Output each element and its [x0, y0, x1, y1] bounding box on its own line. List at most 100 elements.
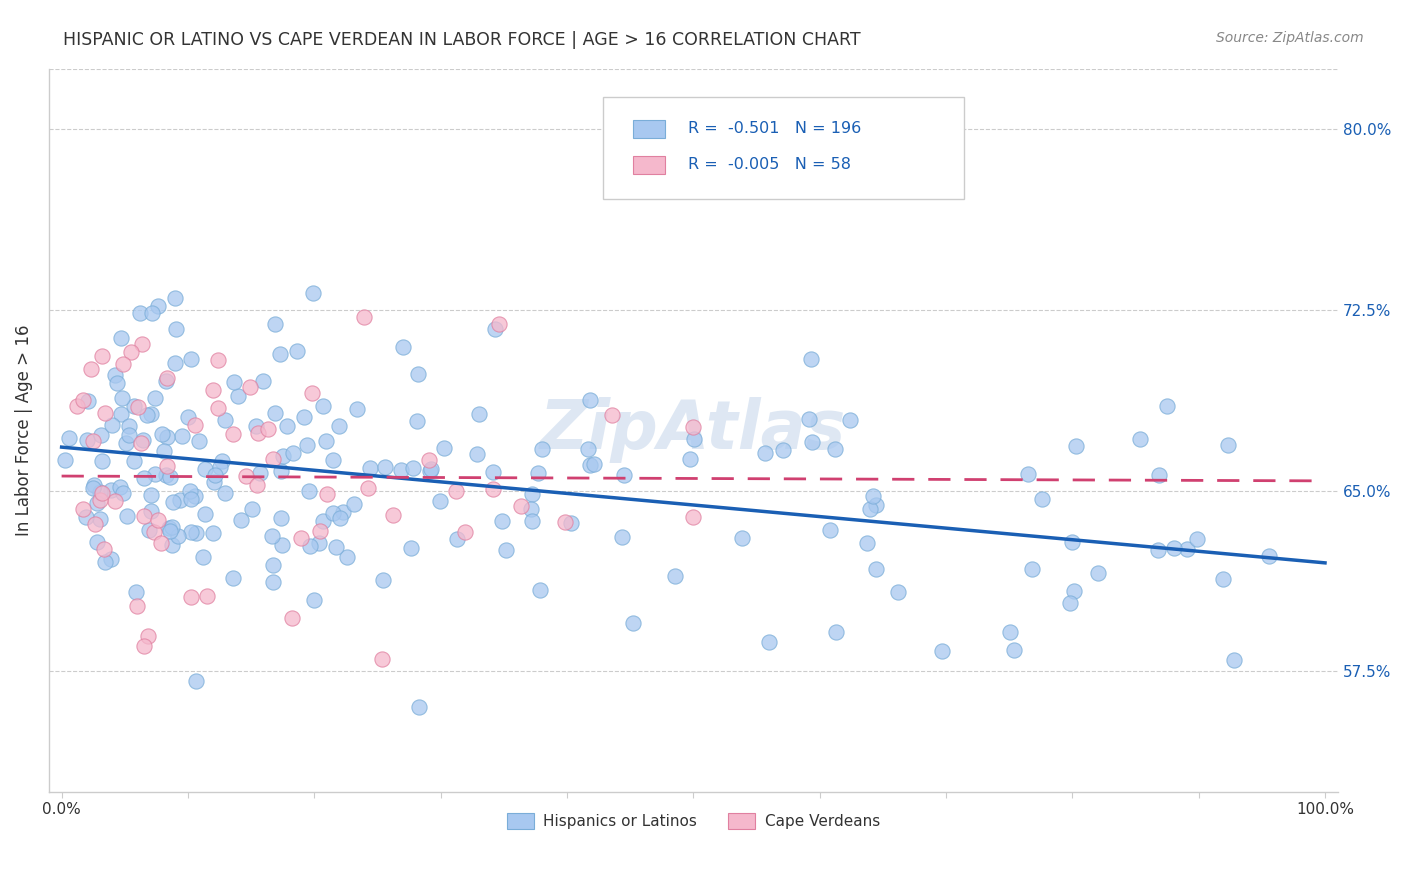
Point: [391, 340, 413, 354]
Point: [308, 524, 330, 538]
Point: [262, 451, 284, 466]
Point: [183, 489, 205, 503]
Point: [132, 433, 155, 447]
Point: [281, 446, 304, 460]
Point: [245, 418, 267, 433]
Point: [731, 531, 754, 545]
Point: [328, 419, 350, 434]
Point: [797, 412, 820, 426]
Point: [118, 428, 141, 442]
Point: [468, 407, 491, 421]
Point: [180, 590, 202, 604]
Point: [162, 495, 184, 509]
Point: [370, 651, 392, 665]
Point: [1147, 468, 1170, 483]
Point: [101, 417, 124, 432]
Point: [389, 462, 412, 476]
Point: [125, 599, 148, 613]
Point: [429, 493, 451, 508]
Point: [290, 531, 312, 545]
Point: [1059, 596, 1081, 610]
Point: [240, 501, 263, 516]
Point: [1017, 467, 1039, 482]
Point: [77, 393, 100, 408]
Point: [246, 478, 269, 492]
Text: ZipAtlas: ZipAtlas: [540, 397, 846, 463]
Point: [454, 525, 477, 540]
Point: [1031, 491, 1053, 506]
Point: [72, 392, 94, 407]
Point: [399, 541, 422, 555]
Point: [211, 453, 233, 467]
Point: [90, 428, 112, 442]
Point: [53, 453, 76, 467]
Point: [138, 523, 160, 537]
Point: [229, 513, 252, 527]
Point: [446, 532, 468, 546]
Point: [270, 510, 292, 524]
Point: [301, 385, 323, 400]
Point: [129, 436, 152, 450]
Point: [89, 484, 111, 499]
Point: [118, 418, 141, 433]
Point: [193, 549, 215, 564]
Point: [141, 306, 163, 320]
Text: R =  -0.501   N = 196: R = -0.501 N = 196: [688, 121, 862, 136]
Point: [772, 442, 794, 457]
Point: [610, 530, 633, 544]
Point: [292, 410, 315, 425]
Point: [114, 436, 136, 450]
Point: [1258, 549, 1281, 563]
Point: [488, 318, 510, 332]
Point: [94, 555, 117, 569]
Point: [484, 321, 506, 335]
Point: [312, 515, 335, 529]
Point: [359, 461, 381, 475]
Point: [132, 471, 155, 485]
Point: [252, 375, 274, 389]
Point: [82, 434, 104, 449]
Point: [84, 517, 107, 532]
Point: [529, 582, 551, 597]
Point: [172, 429, 194, 443]
Point: [146, 513, 169, 527]
Point: [408, 367, 430, 381]
Point: [865, 499, 887, 513]
Point: [141, 488, 163, 502]
Point: [1002, 643, 1025, 657]
Point: [269, 347, 291, 361]
FancyBboxPatch shape: [633, 156, 665, 174]
Point: [256, 422, 278, 436]
Text: HISPANIC OR LATINO VS CAPE VERDEAN IN LABOR FORCE | AGE > 16 CORRELATION CHART: HISPANIC OR LATINO VS CAPE VERDEAN IN LA…: [63, 31, 860, 49]
Point: [93, 541, 115, 556]
Point: [520, 487, 543, 501]
Point: [1212, 573, 1234, 587]
Point: [356, 481, 378, 495]
Point: [127, 401, 149, 415]
Point: [758, 635, 780, 649]
Point: [353, 310, 375, 325]
Point: [304, 593, 326, 607]
Point: [405, 414, 427, 428]
Point: [302, 285, 325, 300]
Point: [865, 562, 887, 576]
Point: [135, 409, 157, 423]
Point: [322, 453, 344, 467]
Point: [531, 442, 554, 457]
Point: [125, 584, 148, 599]
Point: [433, 441, 456, 455]
Point: [214, 486, 236, 500]
Point: [1156, 399, 1178, 413]
Point: [167, 529, 190, 543]
Point: [112, 485, 135, 500]
Point: [262, 574, 284, 589]
Point: [194, 507, 217, 521]
Point: [91, 486, 114, 500]
Point: [66, 399, 89, 413]
Point: [155, 374, 177, 388]
Point: [239, 379, 262, 393]
Point: [527, 466, 550, 480]
Point: [110, 407, 132, 421]
Point: [131, 337, 153, 351]
Point: [156, 459, 179, 474]
